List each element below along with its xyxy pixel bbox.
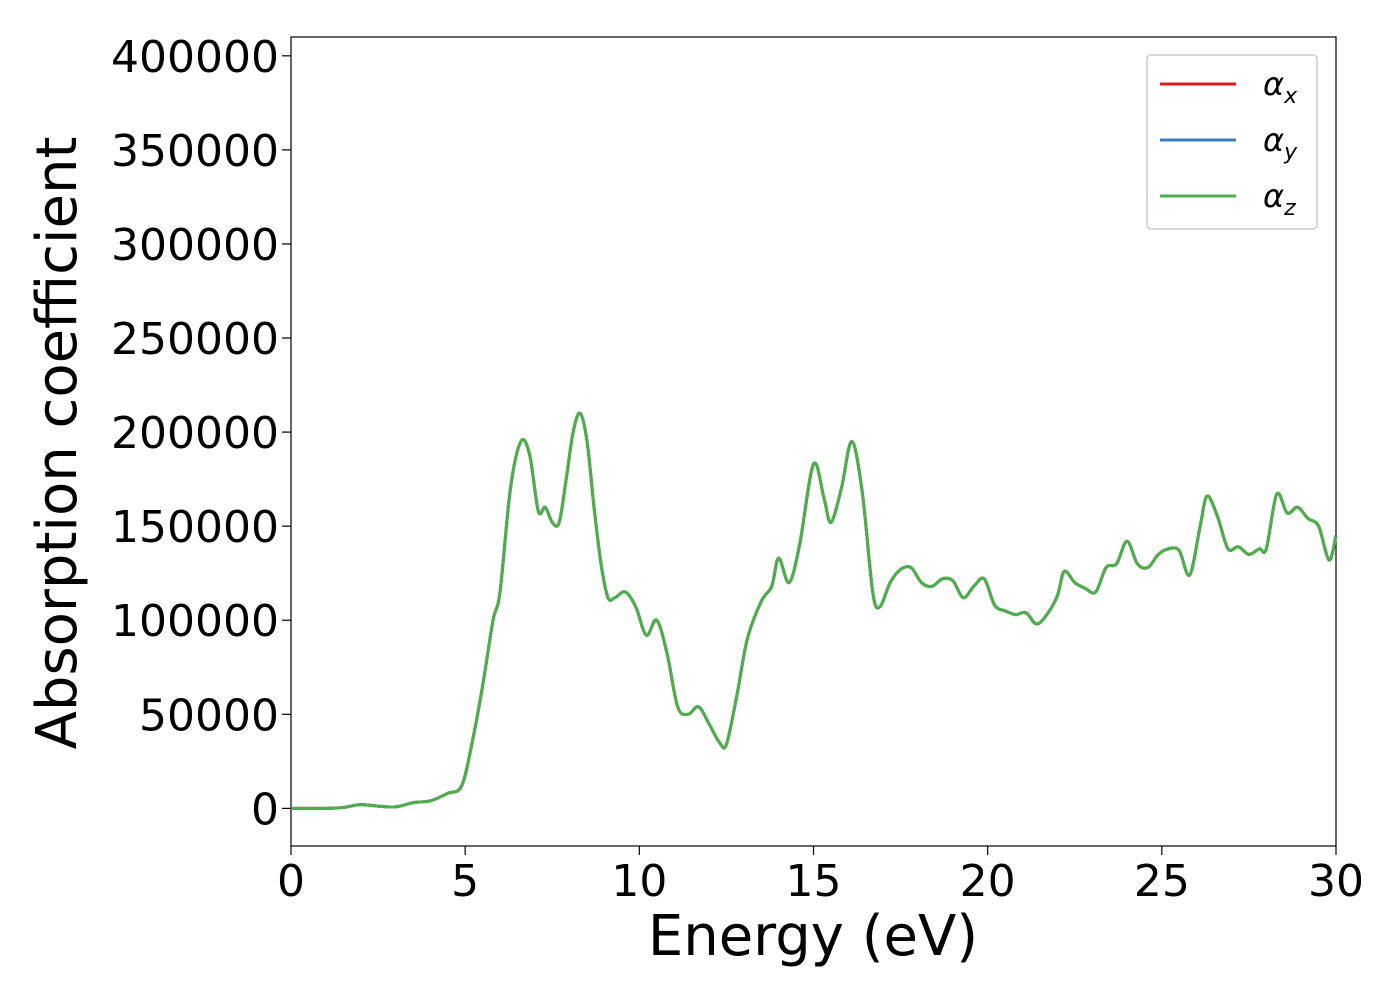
x-tick-label: 20 [960, 856, 1016, 907]
y-tick-label: 300000 [111, 220, 279, 271]
y-tick-label: 150000 [111, 502, 279, 553]
legend-label-main: α [1263, 121, 1284, 159]
y-tick-label: 50000 [139, 690, 279, 741]
y-tick-label: 250000 [111, 314, 279, 365]
x-tick-label: 15 [786, 856, 842, 907]
legend-label-main: α [1263, 65, 1284, 103]
legend-label-sub: y [1283, 140, 1298, 165]
y-tick-label: 350000 [111, 126, 279, 177]
x-axis-title: Energy (eV) [648, 904, 978, 969]
y-tick-label: 0 [251, 784, 279, 835]
x-tick-label: 25 [1134, 856, 1190, 907]
y-axis-title: Absorption coefficient [25, 137, 90, 750]
x-tick-label: 30 [1308, 856, 1364, 907]
legend-label-main: α [1263, 177, 1284, 215]
legend-label-z: αz [1263, 177, 1296, 221]
legend-label-sub: x [1283, 84, 1298, 109]
series-layer [290, 411, 1338, 810]
ticks-layer: 0 5 10 15 20 25 30 0 50000 100000 150000 200000 2500… [111, 32, 1364, 907]
y-tick-label: 200000 [111, 408, 279, 459]
series-line-z [290, 411, 1338, 810]
x-tick-label: 5 [451, 856, 479, 907]
y-tick-label: 400000 [111, 32, 279, 83]
x-tick-label: 10 [611, 856, 667, 907]
x-tick-label: 0 [277, 856, 305, 907]
y-tick-label: 100000 [111, 596, 279, 647]
legend-box [1146, 54, 1318, 230]
legend-label-y: αy [1263, 121, 1298, 165]
legend-label-x: αx [1263, 65, 1298, 109]
legend-label-sub: z [1283, 196, 1296, 221]
